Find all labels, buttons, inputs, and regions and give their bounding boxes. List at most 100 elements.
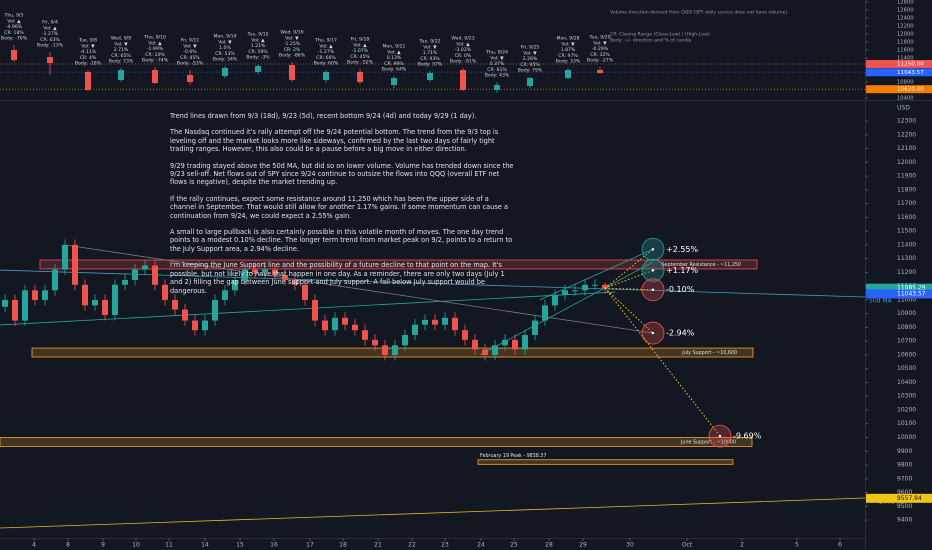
candle-body	[182, 309, 188, 321]
candle-annotation: Body: 33%	[556, 59, 581, 65]
candle-annotation: Vol: ▼	[523, 50, 537, 56]
y-tick-label: 9600	[897, 489, 912, 496]
x-tick-label: 21	[374, 542, 382, 549]
candle-body	[132, 269, 138, 280]
paragraph: Trend lines drawn from 9/3 (18d), 9/23 (…	[170, 112, 477, 120]
candle-annotation: Vol: ▲	[456, 41, 470, 47]
x-tick-label: 8	[66, 542, 70, 549]
candle-annotation: Tue, 9/8	[78, 38, 97, 44]
x-tick-label: 2	[740, 542, 744, 549]
candle-body	[427, 73, 433, 80]
candle-body	[362, 330, 368, 340]
candle-annotation: -0.29%	[592, 46, 609, 52]
y-tick-label: 11400	[897, 56, 914, 62]
candle-annotation: Body: -86%	[279, 53, 306, 59]
candle-annotation: Vol: ▲	[319, 43, 333, 49]
candle-annotation: Vol: ▼	[114, 41, 128, 47]
candle-annotation: CR: 63%	[40, 37, 60, 43]
candle-annotation: Thu, 9/3	[4, 13, 24, 19]
y-tick-label: 12600	[897, 8, 914, 14]
trend-line	[64, 244, 654, 334]
candle-body	[472, 339, 478, 350]
paragraph: I'm keeping the June Support line and th…	[170, 261, 505, 295]
candle-annotation: Vol: ▲	[387, 49, 401, 55]
candle-annotation: Vol: ▲	[7, 18, 21, 24]
candle-annotation: -1.25%	[284, 41, 301, 47]
note: Body: +/- direction and % of candle	[610, 38, 692, 44]
candle-annotation: 1.0%	[219, 45, 231, 51]
candle-annotation: -4.11%	[80, 49, 97, 55]
candle-annotation: Vol: ▼	[218, 39, 232, 45]
candle-body	[452, 317, 458, 331]
candle-annotation: Tue, 9/15	[246, 32, 268, 38]
candle-body	[302, 284, 308, 300]
y-tick-label: 10800	[897, 324, 916, 331]
x-tick-label: 17	[306, 542, 314, 549]
y-tick-label: 12200	[897, 131, 916, 138]
candle-body	[352, 324, 358, 331]
paragraph: A small to large pullback is also certai…	[170, 228, 513, 253]
candle-annotation: CR: 81%	[487, 67, 507, 73]
y-tick-label: 11400	[897, 241, 916, 248]
candle-annotation: Body: -53%	[177, 61, 204, 67]
candle-body	[22, 290, 28, 321]
candle-annotation: Body: -76%	[1, 36, 28, 42]
x-tick-label: 22	[408, 542, 416, 549]
x-tick-label: 6	[838, 542, 842, 549]
candle-annotation: 2.26%	[523, 56, 538, 62]
candle-annotation: Vol: ▲	[251, 37, 265, 43]
candle-body	[442, 317, 448, 325]
candle-annotation: Fri, 9/11	[181, 38, 200, 44]
note: Volume direction derived from QQQ (SPY d…	[610, 10, 789, 16]
y-tick-label: 10600	[897, 351, 916, 358]
x-tick-label: 15	[236, 542, 244, 549]
candle-body	[332, 317, 338, 331]
x-tick-label: 24	[477, 542, 485, 549]
y-tick-label: 9900	[897, 448, 912, 455]
candle-annotation: Tue, 9/29	[588, 35, 610, 41]
candle-annotation: CR: 32%	[590, 52, 610, 58]
candle-body	[255, 66, 261, 72]
candle-body	[62, 244, 68, 270]
candle-body	[242, 269, 248, 280]
price-label: 11043.57	[897, 290, 926, 297]
candle-body	[42, 290, 48, 300]
x-tick-label: 9	[101, 542, 105, 549]
candle-annotation: CR: 65%	[111, 53, 131, 59]
price-label-box	[866, 283, 932, 293]
candle-body	[592, 284, 598, 286]
candle-body	[412, 324, 418, 335]
price-label-box	[866, 68, 932, 77]
candle-annotation: Body: -91%	[450, 59, 477, 65]
candle-body	[422, 319, 428, 325]
candle-annotation: Mon, 9/28	[557, 36, 580, 42]
zone	[0, 437, 753, 447]
y-tick-label: 12000	[897, 32, 914, 38]
candle-annotation: Fri, 9/4	[42, 20, 58, 26]
candle-annotation: Mon, 9/14	[214, 34, 237, 40]
candle-body	[292, 279, 298, 285]
candle-body	[512, 339, 518, 350]
candle-body	[565, 70, 571, 78]
price-label: 10620.00	[897, 87, 924, 93]
candle-annotation: -0.6%	[183, 49, 197, 55]
candle-annotation: Vol: ▼	[183, 43, 197, 49]
y-tick-label: 9700	[897, 475, 912, 482]
y-tick-label: 10300	[897, 393, 916, 400]
candle-body	[391, 78, 397, 85]
projection-dot	[651, 331, 655, 335]
candle-body	[322, 320, 328, 331]
candle-body	[502, 339, 508, 346]
candle-body	[372, 339, 378, 346]
x-tick-label: 10	[132, 542, 140, 549]
y-tick-label: 11900	[897, 173, 916, 180]
candle-body	[92, 299, 98, 306]
y-tick-label: 10800	[897, 80, 914, 86]
paragraph: The Nasdaq continued it's rally attempt …	[170, 128, 499, 154]
candle-body	[582, 284, 588, 291]
candle-body	[85, 72, 91, 90]
candle-body	[202, 320, 208, 331]
candle-body	[572, 290, 578, 292]
candle-body	[232, 279, 238, 291]
